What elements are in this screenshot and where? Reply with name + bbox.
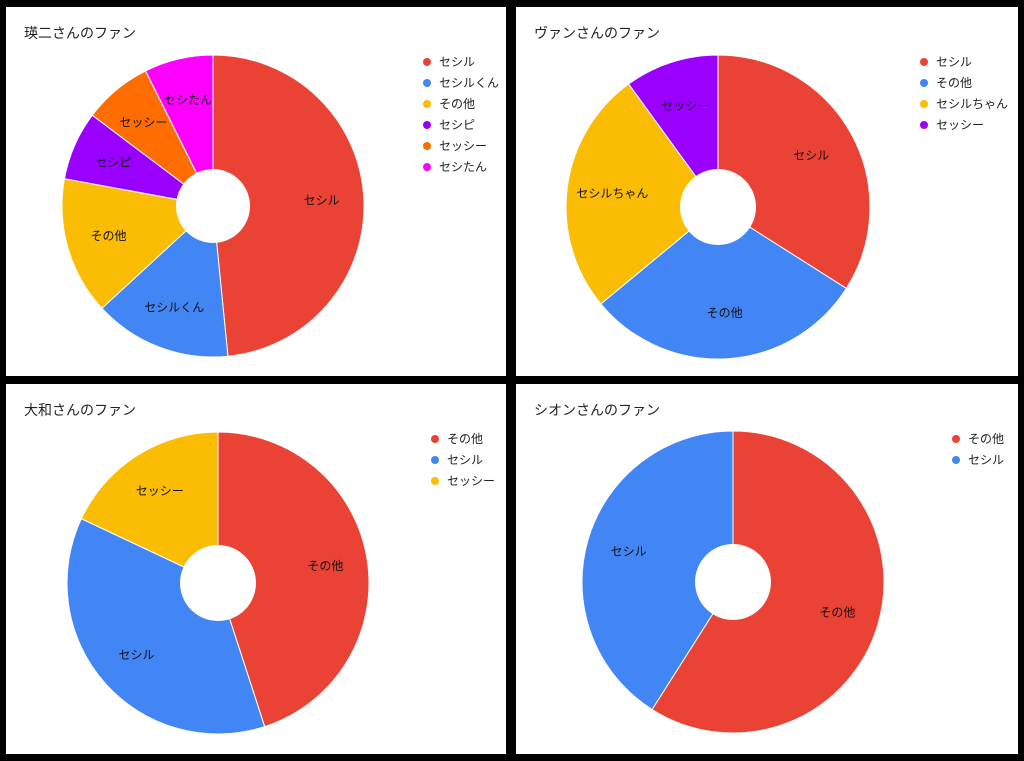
pie-slice bbox=[600, 206, 848, 360]
legend-label: セシピ bbox=[439, 118, 476, 132]
pie-slice bbox=[627, 54, 719, 209]
legend-label: その他 bbox=[447, 432, 484, 446]
legend-label: セッシー bbox=[447, 474, 496, 488]
legend-item: その他 bbox=[423, 93, 499, 114]
slice-label: その他 bbox=[307, 559, 343, 573]
legend-swatch bbox=[423, 162, 431, 171]
slice-label: セシたん bbox=[164, 93, 212, 107]
legend-swatch bbox=[920, 57, 928, 66]
pie-slice bbox=[212, 54, 365, 357]
legend-label: セシル bbox=[439, 55, 476, 69]
slice-label: その他 bbox=[707, 306, 743, 320]
legend-label: セシルちゃん bbox=[936, 97, 1009, 111]
slice-label: セシル bbox=[611, 545, 647, 559]
chart-legend: その他セシルセッシー bbox=[431, 428, 495, 491]
slice-label: セシルちゃん bbox=[576, 187, 648, 201]
donut-hole bbox=[176, 169, 250, 243]
chart-panel: シオンさんのファン その他 セシル その他 セシル bbox=[516, 384, 1018, 754]
legend-label: セッシー bbox=[936, 118, 985, 132]
legend-item: セシたん bbox=[423, 156, 499, 177]
pie-slice bbox=[61, 178, 215, 309]
legend-item: セシル bbox=[920, 51, 1008, 72]
legend-label: その他 bbox=[968, 432, 1005, 446]
legend-label: セシル bbox=[968, 453, 1005, 467]
pie-slice bbox=[66, 518, 266, 735]
slice-label: セシルくん bbox=[144, 301, 204, 315]
legend-item: セシル bbox=[952, 449, 1004, 470]
slice-label: セシル bbox=[118, 648, 154, 662]
legend-item: セシル bbox=[431, 449, 495, 470]
legend-label: セシルくん bbox=[439, 76, 500, 90]
pie-slice bbox=[80, 431, 219, 584]
chart-title: シオンさんのファン bbox=[534, 403, 660, 419]
chart-panel: 瑛二さんのファン セシル セシルくん その他 セシピ セッシー セシたん セシル セシルくん… bbox=[6, 7, 506, 376]
legend-item: その他 bbox=[952, 428, 1004, 449]
chart-panel: 大和さんのファン その他 セシル セッシー その他 セシル セッシー bbox=[6, 384, 506, 754]
slice-label: セシル bbox=[793, 149, 829, 163]
slice-label: その他 bbox=[819, 605, 855, 619]
legend-swatch bbox=[920, 120, 928, 129]
legend-swatch bbox=[952, 434, 960, 443]
legend-swatch bbox=[423, 57, 431, 66]
legend-item: セッシー bbox=[431, 470, 495, 491]
pie-slice bbox=[565, 83, 719, 305]
donut-chart: その他 セシル bbox=[581, 430, 885, 734]
legend-item: セシピ bbox=[423, 114, 499, 135]
legend-label: セシル bbox=[936, 55, 973, 69]
legend-item: セシルくん bbox=[423, 72, 499, 93]
slice-label: その他 bbox=[91, 229, 127, 243]
legend-item: セッシー bbox=[423, 135, 499, 156]
pie-slice bbox=[217, 431, 370, 728]
chart-legend: セシルセシルくんその他セシピセッシーセシたん bbox=[423, 51, 499, 177]
legend-label: セシたん bbox=[439, 160, 488, 174]
pie-slice bbox=[717, 54, 871, 290]
legend-label: セシル bbox=[447, 453, 484, 467]
legend-item: その他 bbox=[431, 428, 495, 449]
legend-swatch bbox=[423, 99, 431, 108]
pie-slice bbox=[581, 430, 734, 711]
legend-label: セッシー bbox=[439, 139, 488, 153]
slice-label: セッシー bbox=[119, 115, 167, 129]
legend-swatch bbox=[920, 99, 928, 108]
donut-hole bbox=[680, 169, 756, 245]
donut-hole bbox=[695, 544, 771, 620]
chart-legend: セシルその他セシルちゃん セッシー bbox=[920, 51, 1008, 135]
chart-title: 大和さんのファン bbox=[24, 403, 136, 419]
legend-swatch bbox=[431, 434, 439, 443]
chart-panel: ヴァンさんのファン セシル その他 セシルちゃん セッシー セシル その他 セシルちゃんセ… bbox=[516, 7, 1018, 376]
slice-label: セッシー bbox=[661, 99, 709, 113]
legend-swatch bbox=[431, 455, 439, 464]
legend-swatch bbox=[920, 78, 928, 87]
legend-item: その他 bbox=[920, 72, 1008, 93]
slice-label: セシル bbox=[304, 194, 340, 208]
legend-item: セッシー bbox=[920, 114, 1008, 135]
legend-swatch bbox=[952, 455, 960, 464]
legend-label: その他 bbox=[936, 76, 973, 90]
pie-slice bbox=[101, 204, 229, 358]
legend-label: その他 bbox=[439, 97, 476, 111]
legend-item: セシル bbox=[423, 51, 499, 72]
chart-legend: その他 セシル bbox=[952, 428, 1004, 470]
legend-item: セシルちゃん bbox=[920, 93, 1008, 114]
legend-swatch bbox=[423, 141, 431, 150]
pie-slice bbox=[144, 54, 214, 207]
chart-title: ヴァンさんのファン bbox=[534, 26, 660, 42]
legend-swatch bbox=[423, 120, 431, 129]
slice-label: セシピ bbox=[95, 155, 131, 169]
legend-swatch bbox=[423, 78, 431, 87]
donut-hole bbox=[180, 545, 256, 621]
legend-swatch bbox=[431, 476, 439, 485]
slice-label: セッシー bbox=[136, 484, 184, 498]
chart-title: 瑛二さんのファン bbox=[24, 26, 136, 42]
